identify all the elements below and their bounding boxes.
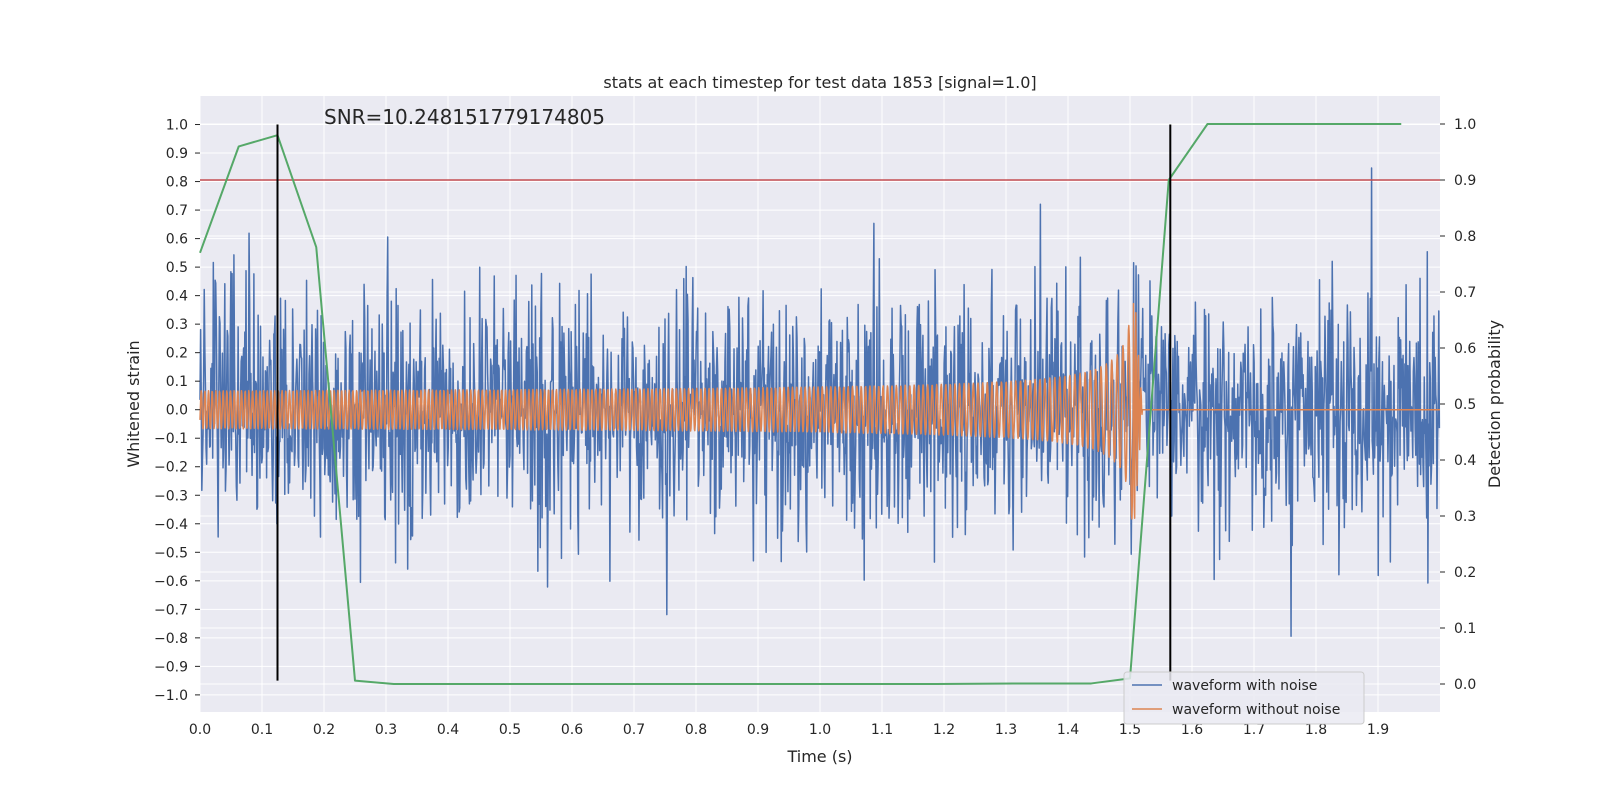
x-tick-label: 1.1 [871,722,893,738]
y-tick-label: 0.1 [166,374,188,390]
y-right-tick-label: 0.2 [1454,565,1476,581]
y-right-tick-label: 0.9 [1454,173,1476,189]
y-tick-label: 0.9 [166,146,188,162]
clean-waveform-series [199,302,1441,520]
y-right-tick-label: 0.1 [1454,621,1476,637]
y-tick-label: −0.2 [154,460,188,476]
y-right-axis-ticks: 1.0 0.9 0.8 0.7 0.6 0.5 0.4 0.3 0.2 0.1 0.0 [1440,117,1476,693]
y-tick-label: 0.5 [166,260,188,276]
x-tick-label: 1.7 [1243,722,1265,738]
x-tick-label: 1.0 [809,722,831,738]
x-tick-label: 1.8 [1305,722,1327,738]
x-tick-label: 1.5 [1119,722,1141,738]
y-tick-label: −0.8 [154,631,188,647]
y-right-tick-label: 0.0 [1454,677,1476,693]
y-tick-label: 0.7 [166,203,188,219]
y-tick-label: −0.9 [154,659,188,675]
legend: waveform with noise waveform without noi… [1123,671,1365,725]
legend-label-clean: waveform without noise [1172,702,1340,718]
y-tick-label: −0.3 [154,488,188,504]
y-right-tick-label: 0.7 [1454,285,1476,301]
detection-probability-line [199,123,1402,685]
snr-annotation: SNR=10.248151779174805 [324,105,605,129]
y-tick-label: −0.7 [154,602,188,618]
x-tick-label: 0.4 [437,722,459,738]
x-axis-label: Time (s) [786,747,852,766]
y-tick-label: −1.0 [154,688,188,704]
y-tick-label: −0.6 [154,574,188,590]
x-axis-ticks: 0.0 0.1 0.2 0.3 0.4 0.5 0.6 0.7 0.8 0.9 1.0 1.1 1.2 1… [189,722,1389,738]
y-tick-label: 0.3 [166,317,188,333]
y-tick-label: 0.0 [166,403,188,419]
y-axis-ticks: 1.0 0.9 0.8 0.7 0.6 0.5 0.4 0.3 0.2 0.1 0.0 −0.1 −0.… [154,118,200,704]
detection-probability-series [199,123,1402,685]
y-tick-label: −0.5 [154,545,188,561]
legend-box [1123,671,1365,725]
y-axis-label: Whitened strain [124,340,143,467]
x-tick-label: 0.7 [623,722,645,738]
x-tick-label: 0.8 [685,722,707,738]
y-right-axis-label: Detection probability [1485,320,1504,488]
x-tick-label: 1.4 [1057,722,1079,738]
noisy-waveform-line [199,167,1441,637]
chart-title: stats at each timestep for test data 185… [603,73,1036,92]
y-tick-label: 0.2 [166,346,188,362]
y-tick-label: 0.4 [166,289,188,305]
y-right-tick-label: 1.0 [1454,117,1476,133]
legend-label-noisy: waveform with noise [1172,678,1317,694]
y-right-tick-label: 0.4 [1454,453,1476,469]
y-right-tick-label: 0.6 [1454,341,1476,357]
x-tick-label: 1.9 [1367,722,1389,738]
x-tick-label: 0.0 [189,722,211,738]
vertical-markers [276,124,1172,681]
x-tick-label: 0.3 [375,722,397,738]
x-tick-label: 0.1 [251,722,273,738]
y-right-tick-label: 0.3 [1454,509,1476,525]
x-tick-label: 1.2 [933,722,955,738]
y-right-tick-label: 0.5 [1454,397,1476,413]
x-tick-label: 0.2 [313,722,335,738]
y-tick-label: 0.6 [166,232,188,248]
x-tick-label: 0.6 [561,722,583,738]
y-tick-label: 1.0 [166,118,188,134]
clean-waveform-line [199,302,1441,520]
x-tick-label: 1.6 [1181,722,1203,738]
x-tick-label: 1.3 [995,722,1017,738]
y-right-tick-label: 0.8 [1454,229,1476,245]
x-tick-label: 0.5 [499,722,521,738]
y-tick-label: −0.1 [154,431,188,447]
y-tick-label: −0.4 [154,517,188,533]
x-tick-label: 0.9 [747,722,769,738]
y-tick-label: 0.8 [166,175,188,191]
noisy-waveform-series [199,167,1441,637]
